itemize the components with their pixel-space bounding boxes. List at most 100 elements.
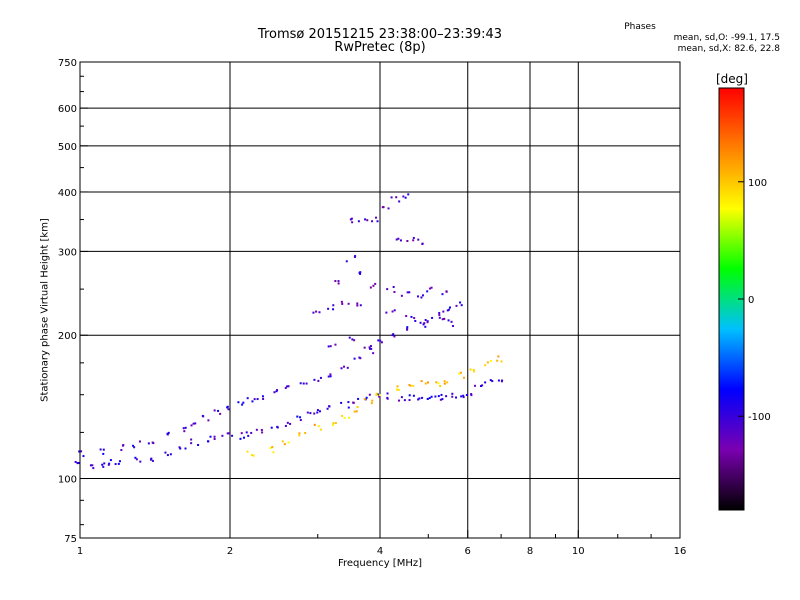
data-point [460, 395, 463, 398]
data-point [421, 294, 424, 297]
data-point [380, 341, 383, 344]
data-point [315, 310, 318, 313]
phase-stats-heading: Phases [624, 22, 656, 32]
data-point [340, 300, 343, 303]
data-point [455, 396, 458, 399]
data-point [366, 219, 369, 222]
data-point [306, 411, 309, 414]
data-point [217, 409, 220, 412]
data-point [252, 454, 255, 457]
data-point [101, 463, 104, 466]
chart-title: Tromsø 20151215 23:38:00–23:39:43 [257, 27, 503, 42]
data-point [334, 343, 337, 346]
data-point [359, 271, 362, 274]
data-point [404, 196, 407, 199]
data-point [99, 448, 102, 451]
data-point [481, 384, 484, 387]
data-point [372, 352, 375, 355]
y-tick-label-500: 500 [58, 142, 77, 153]
data-point [410, 315, 413, 318]
data-point [353, 255, 356, 258]
data-point [348, 416, 351, 419]
data-point [370, 402, 373, 405]
data-point [219, 412, 222, 415]
data-point [441, 318, 444, 321]
data-point [359, 304, 362, 307]
data-point [327, 375, 330, 378]
data-point [347, 401, 350, 404]
data-point [246, 397, 249, 400]
data-point [368, 347, 371, 350]
data-point [448, 306, 451, 309]
data-point [407, 193, 410, 196]
data-point [351, 338, 354, 341]
trace-spread_layers [312, 193, 455, 350]
data-point [406, 326, 409, 329]
y-tick-label-600: 600 [58, 104, 77, 115]
data-point [371, 399, 374, 402]
data-point [183, 430, 186, 433]
data-point [332, 424, 335, 427]
data-point [406, 328, 409, 331]
data-point [369, 344, 372, 347]
data-point [302, 382, 305, 385]
data-point [341, 414, 344, 417]
data-point [332, 308, 335, 311]
data-point [402, 195, 405, 198]
data-point [207, 440, 210, 443]
data-point [462, 396, 465, 399]
data-point [298, 432, 301, 435]
data-point [213, 437, 216, 440]
data-point [372, 284, 375, 287]
data-point [342, 365, 345, 368]
data-point [345, 260, 348, 263]
data-point [405, 315, 408, 318]
data-point [78, 450, 81, 453]
data-point [273, 391, 276, 394]
data-point [166, 433, 169, 436]
data-point [424, 318, 427, 321]
data-point [377, 339, 380, 342]
data-point [313, 412, 316, 415]
data-point [313, 378, 316, 381]
data-point [426, 290, 429, 293]
data-point [472, 368, 475, 371]
data-point [363, 398, 366, 401]
data-point [299, 382, 302, 385]
data-point [287, 385, 290, 388]
data-point [138, 440, 141, 443]
data-point [327, 345, 330, 348]
data-point [102, 452, 105, 455]
data-point [207, 419, 210, 422]
data-point [355, 410, 358, 413]
data-point [352, 401, 355, 404]
data-point [332, 422, 335, 425]
data-point [431, 316, 434, 319]
data-point [89, 464, 92, 467]
data-point [132, 444, 135, 447]
data-point [387, 207, 390, 210]
data-point [437, 395, 440, 398]
data-point [287, 441, 290, 444]
data-point [359, 357, 362, 360]
data-point [150, 457, 153, 460]
data-point [184, 447, 187, 450]
data-point [284, 424, 287, 427]
data-point [497, 355, 500, 358]
data-point [390, 196, 393, 199]
data-point [438, 311, 441, 314]
data-point [486, 361, 489, 364]
data-point [109, 459, 112, 462]
data-point [489, 379, 492, 382]
data-point [374, 282, 377, 285]
data-point [450, 320, 453, 323]
data-point [319, 376, 322, 379]
data-point [316, 409, 319, 412]
data-point [76, 462, 79, 465]
data-point [419, 321, 422, 324]
data-point [147, 442, 150, 445]
data-point [260, 428, 263, 431]
data-point [296, 415, 299, 418]
data-point [386, 392, 389, 395]
